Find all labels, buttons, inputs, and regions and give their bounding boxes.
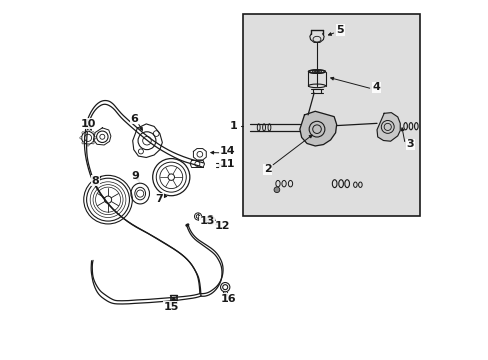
Text: 10: 10 bbox=[80, 118, 96, 129]
Text: 16: 16 bbox=[220, 294, 236, 303]
Circle shape bbox=[273, 187, 279, 193]
Text: 3: 3 bbox=[406, 139, 413, 149]
Text: 8: 8 bbox=[91, 176, 99, 186]
Text: 6: 6 bbox=[130, 113, 138, 123]
Polygon shape bbox=[376, 113, 400, 141]
Circle shape bbox=[92, 142, 94, 144]
Bar bbox=[242, 14, 419, 216]
Circle shape bbox=[87, 144, 89, 146]
Circle shape bbox=[87, 130, 89, 132]
Circle shape bbox=[92, 132, 94, 134]
Circle shape bbox=[104, 196, 111, 203]
Text: 4: 4 bbox=[372, 82, 380, 92]
Text: 15: 15 bbox=[163, 302, 179, 312]
Circle shape bbox=[168, 174, 174, 180]
Ellipse shape bbox=[308, 70, 325, 73]
Circle shape bbox=[172, 298, 175, 301]
Text: 7: 7 bbox=[155, 194, 163, 203]
Text: 13: 13 bbox=[199, 216, 214, 226]
Circle shape bbox=[82, 142, 84, 144]
Circle shape bbox=[94, 137, 96, 139]
Text: 14: 14 bbox=[220, 147, 235, 157]
Circle shape bbox=[80, 137, 82, 139]
Text: 11: 11 bbox=[220, 159, 235, 169]
Circle shape bbox=[82, 132, 84, 134]
Text: 12: 12 bbox=[214, 221, 230, 231]
Text: 5: 5 bbox=[336, 25, 344, 35]
Text: 9: 9 bbox=[131, 171, 139, 181]
Text: 2: 2 bbox=[264, 164, 271, 174]
Text: 1: 1 bbox=[229, 121, 237, 131]
Polygon shape bbox=[299, 111, 336, 146]
